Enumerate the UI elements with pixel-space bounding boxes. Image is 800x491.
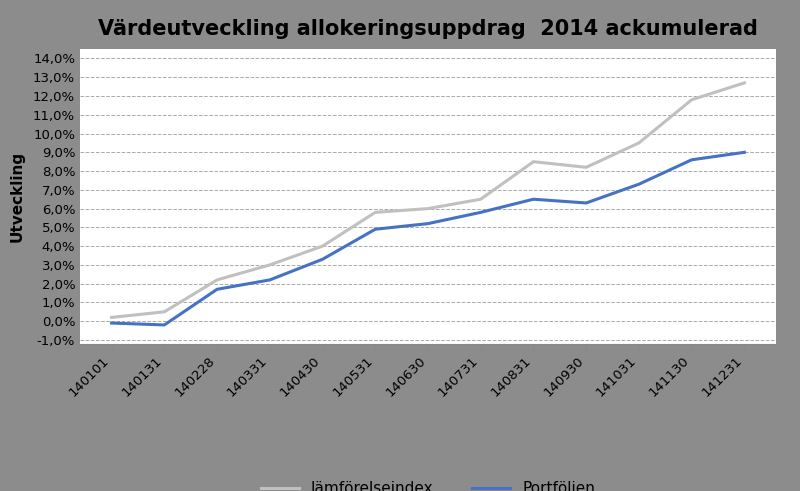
Jämförelseindex [265,262,274,268]
Jämförelseindex [687,97,697,103]
Line: Jämförelseindex: Jämförelseindex [112,83,744,317]
Title: Värdeutveckling allokeringsuppdrag  2014 ackumulerad: Värdeutveckling allokeringsuppdrag 2014 … [98,19,758,39]
Legend: Jämförelseindex, Portföljen: Jämförelseindex, Portföljen [254,475,602,491]
Portföljen [634,181,644,187]
Portföljen [107,320,117,326]
Jämförelseindex [529,159,538,164]
Jämförelseindex [318,243,327,249]
Jämförelseindex [423,206,433,212]
Jämförelseindex [107,314,117,320]
Portföljen [265,277,274,283]
Portföljen [687,157,697,163]
Portföljen [582,200,591,206]
Jämförelseindex [634,140,644,146]
Y-axis label: Utveckling: Utveckling [10,151,25,242]
Portföljen [739,149,749,155]
Jämförelseindex [476,196,486,202]
Jämförelseindex [212,277,222,283]
Jämförelseindex [159,309,169,315]
Jämförelseindex [582,164,591,170]
Portföljen [529,196,538,202]
Jämförelseindex [370,209,380,215]
Portföljen [476,209,486,215]
Portföljen [212,286,222,292]
Portföljen [318,256,327,262]
Portföljen [423,220,433,226]
Jämförelseindex [739,80,749,86]
Line: Portföljen: Portföljen [112,152,744,325]
Portföljen [370,226,380,232]
Portföljen [159,322,169,328]
